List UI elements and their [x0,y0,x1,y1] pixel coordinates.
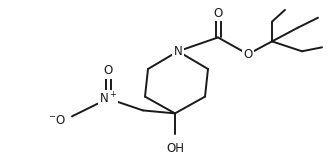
Text: N$^+$: N$^+$ [99,91,117,106]
Text: $^{-}$O: $^{-}$O [48,114,66,127]
Text: N: N [174,45,182,58]
Text: O: O [103,64,113,77]
Text: O: O [243,48,253,61]
Text: O: O [214,7,223,20]
Text: OH: OH [166,142,184,155]
